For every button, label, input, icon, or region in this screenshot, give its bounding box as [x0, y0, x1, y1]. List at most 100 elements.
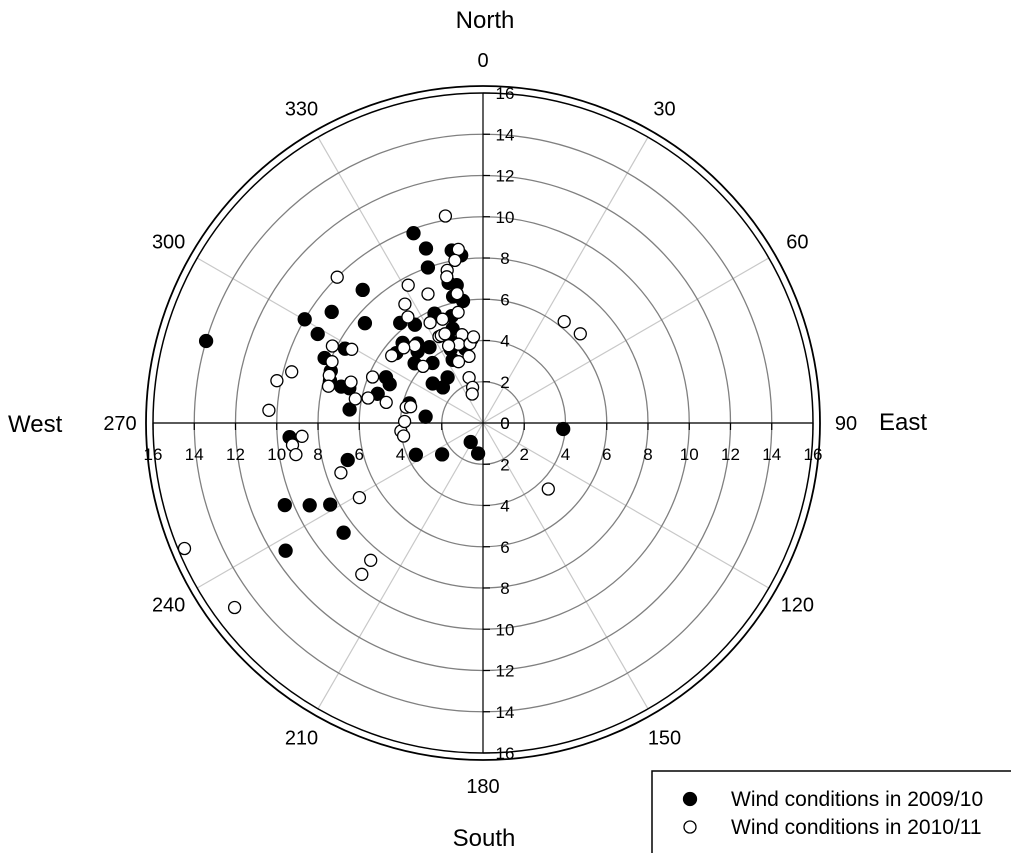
north-label: North — [456, 7, 515, 34]
point-2010-41 — [403, 400, 418, 414]
point-2010-26 — [408, 338, 422, 353]
point-2010-47 — [295, 429, 309, 443]
point-2010-39 — [379, 395, 393, 410]
angle-label-150: 150 — [648, 727, 681, 749]
radial-label-west-8: 8 — [313, 445, 322, 464]
point-2010-18 — [441, 339, 456, 353]
radial-label-east-2: 2 — [520, 445, 529, 464]
point-2009-55 — [408, 447, 424, 462]
data-points — [177, 209, 587, 615]
radial-label-south-4: 4 — [500, 497, 509, 516]
point-2010-42 — [270, 374, 284, 388]
radial-label-south-16: 16 — [496, 744, 515, 763]
point-2009-2 — [420, 260, 436, 275]
point-2009-57 — [463, 434, 478, 450]
point-2010-25 — [401, 310, 415, 324]
radial-label-north-4: 4 — [500, 332, 509, 351]
point-2010-2 — [448, 253, 462, 268]
point-2010-5 — [450, 286, 464, 301]
radial-label-north-0: 0 — [500, 414, 509, 433]
radial-label-east-6: 6 — [602, 445, 611, 464]
radial-label-east-14: 14 — [762, 445, 781, 464]
point-2010-51 — [397, 414, 412, 429]
point-2010-36 — [344, 375, 358, 389]
angle-label-240: 240 — [152, 595, 185, 617]
radial-label-east-16: 16 — [804, 445, 823, 464]
point-2010-52 — [352, 490, 367, 505]
point-2010-38 — [361, 391, 375, 405]
point-2010-58 — [557, 314, 571, 329]
radial-label-north-6: 6 — [500, 290, 509, 309]
radial-label-south-6: 6 — [500, 538, 509, 557]
radial-label-west-16: 16 — [144, 445, 163, 464]
radial-label-north-2: 2 — [500, 373, 509, 392]
point-2010-33 — [365, 370, 380, 384]
point-2009-45 — [198, 333, 214, 349]
legend: Wind conditions in 2009/10 Wind conditio… — [651, 770, 1011, 853]
outer-border — [145, 85, 821, 761]
radial-label-north-16: 16 — [496, 84, 515, 103]
angle-label-60: 60 — [786, 232, 808, 254]
radial-label-west-12: 12 — [226, 445, 245, 464]
point-2010-30 — [345, 342, 359, 356]
point-2010-9 — [421, 287, 435, 301]
point-2010-46 — [289, 447, 303, 462]
point-2010-43 — [285, 365, 299, 379]
radial-label-south-8: 8 — [500, 579, 509, 598]
radial-label-north-8: 8 — [500, 249, 509, 268]
point-2009-29 — [324, 304, 339, 320]
west-label: West — [8, 411, 63, 438]
point-2009-54 — [340, 452, 355, 468]
point-2010-50 — [396, 429, 411, 443]
radial-label-east-10: 10 — [680, 445, 699, 464]
point-2009-46 — [342, 402, 357, 417]
radial-label-north-10: 10 — [496, 208, 515, 227]
point-2010-10 — [401, 278, 415, 292]
point-2009-27 — [425, 376, 440, 391]
point-2009-56 — [434, 447, 450, 462]
radial-label-west-6: 6 — [355, 445, 364, 464]
legend-marker-filled — [682, 791, 698, 807]
point-2009-0 — [406, 226, 421, 241]
point-2009-58 — [470, 446, 486, 461]
point-2010-28 — [416, 359, 430, 374]
point-2010-31 — [325, 339, 340, 353]
point-2010-6 — [451, 305, 465, 319]
point-2010-8 — [462, 349, 476, 364]
angle-label-210: 210 — [285, 727, 318, 749]
point-2010-53 — [364, 553, 378, 567]
angle-label-180: 180 — [466, 776, 499, 798]
point-2010-1 — [451, 242, 465, 257]
point-2010-13 — [435, 312, 450, 326]
point-2009-47 — [418, 409, 433, 424]
radial-label-south-10: 10 — [496, 620, 515, 639]
radial-tick-labels: 0022224444666688881010101012121212141414… — [144, 84, 823, 763]
radial-label-south-0: 0 — [500, 414, 509, 433]
radial-label-east-4: 4 — [561, 445, 570, 464]
point-2010-0 — [438, 209, 453, 223]
axes — [152, 92, 814, 754]
point-2010-55 — [177, 541, 192, 556]
radial-label-north-14: 14 — [496, 125, 515, 144]
angle-label-330: 330 — [285, 99, 318, 121]
point-2010-24 — [465, 387, 479, 401]
point-2009-48 — [277, 497, 292, 513]
radial-label-west-4: 4 — [396, 445, 405, 464]
radial-label-north-12: 12 — [496, 167, 515, 186]
point-2010-21 — [466, 330, 481, 344]
point-2010-4 — [440, 270, 454, 284]
point-2009-32 — [310, 326, 325, 342]
angle-label-270: 270 — [103, 413, 136, 435]
point-2009-30 — [297, 312, 312, 327]
point-2010-56 — [227, 600, 242, 615]
east-label: East — [879, 409, 927, 436]
point-2010-32 — [325, 355, 339, 369]
legend-label-2009: Wind conditions in 2009/10 — [731, 788, 983, 811]
radial-label-east-12: 12 — [721, 445, 740, 464]
angle-label-120: 120 — [781, 595, 814, 617]
radial-label-west-10: 10 — [267, 445, 286, 464]
point-2009-59 — [556, 421, 571, 437]
point-2010-29 — [385, 349, 399, 363]
radial-label-west-14: 14 — [185, 445, 204, 464]
